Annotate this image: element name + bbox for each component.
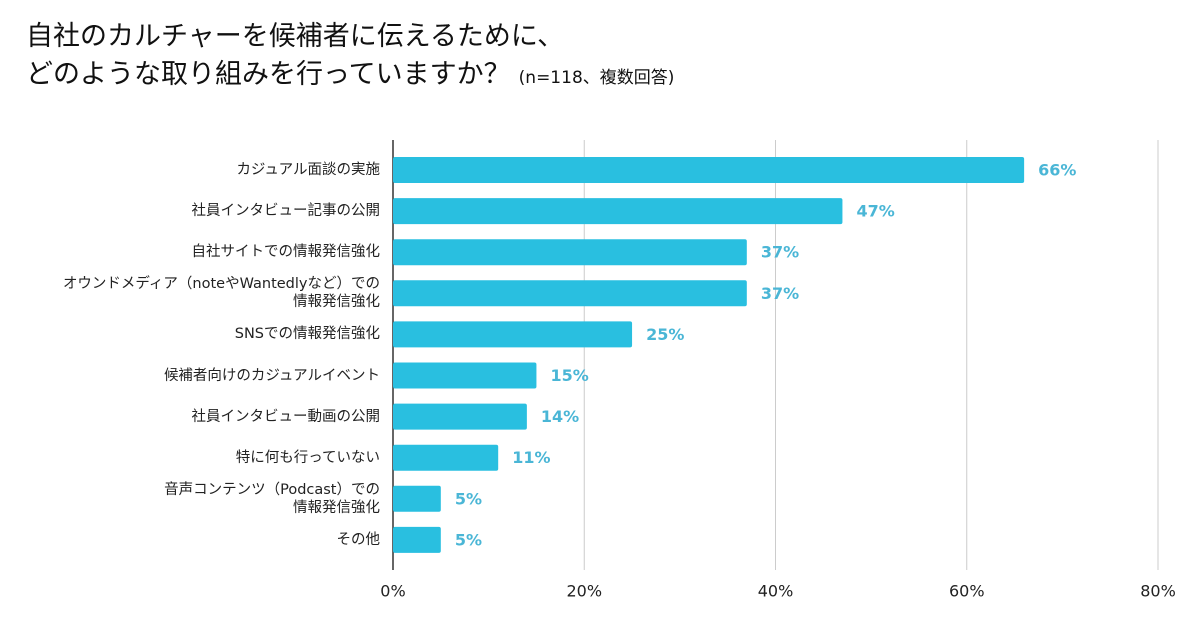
bar — [393, 157, 1025, 183]
bar — [393, 403, 527, 430]
y-tick-label: オウンドメディア（noteやWantedlyなど）での 情報発信強化 — [62, 276, 380, 311]
bar — [393, 444, 499, 471]
bar — [393, 526, 441, 553]
x-tick-label: 40% — [758, 582, 794, 601]
value-label: 5% — [455, 530, 482, 549]
x-tick-label: 20% — [566, 582, 602, 601]
title-block: 自社のカルチャーを候補者に伝えるために、 どのような取り組みを行っていますか？(… — [26, 18, 674, 97]
value-label: 14% — [541, 407, 579, 426]
chart-subtitle: (n=118、複数回答) — [518, 68, 675, 88]
value-label: 66% — [1038, 161, 1076, 180]
y-tick-label: 社員インタビュー動画の公開 — [191, 408, 381, 425]
value-label: 5% — [455, 489, 482, 508]
x-tick-label: 80% — [1140, 582, 1176, 601]
bar — [393, 485, 441, 512]
value-label: 47% — [856, 202, 894, 221]
value-label: 11% — [512, 448, 550, 467]
value-label: 25% — [646, 325, 684, 344]
y-tick-label: SNSでの情報発信強化 — [234, 326, 380, 343]
y-tick-label: 特に何も行っていない — [235, 449, 380, 466]
y-tick-label: 音声コンテンツ（Podcast）での 情報発信強化 — [164, 481, 380, 516]
bar — [393, 280, 747, 307]
value-label: 15% — [550, 366, 588, 385]
value-label: 37% — [761, 284, 799, 303]
x-tick-label: 0% — [380, 582, 405, 601]
bar — [393, 362, 537, 389]
y-tick-label: 社員インタビュー記事の公開 — [191, 203, 381, 220]
y-tick-label: その他 — [336, 531, 381, 548]
x-tick-label: 60% — [949, 582, 985, 601]
value-label: 37% — [761, 243, 799, 262]
y-tick-label: 候補者向けのカジュアルイベント — [163, 367, 380, 384]
bar — [393, 239, 747, 266]
bar — [393, 321, 633, 348]
y-tick-label: 自社サイトでの情報発信強化 — [191, 244, 381, 261]
chart-title: 自社のカルチャーを候補者に伝えるために、 どのような取り組みを行っていますか？ — [26, 21, 565, 90]
bar — [393, 198, 843, 225]
y-tick-label: カジュアル面談の実施 — [236, 162, 380, 178]
